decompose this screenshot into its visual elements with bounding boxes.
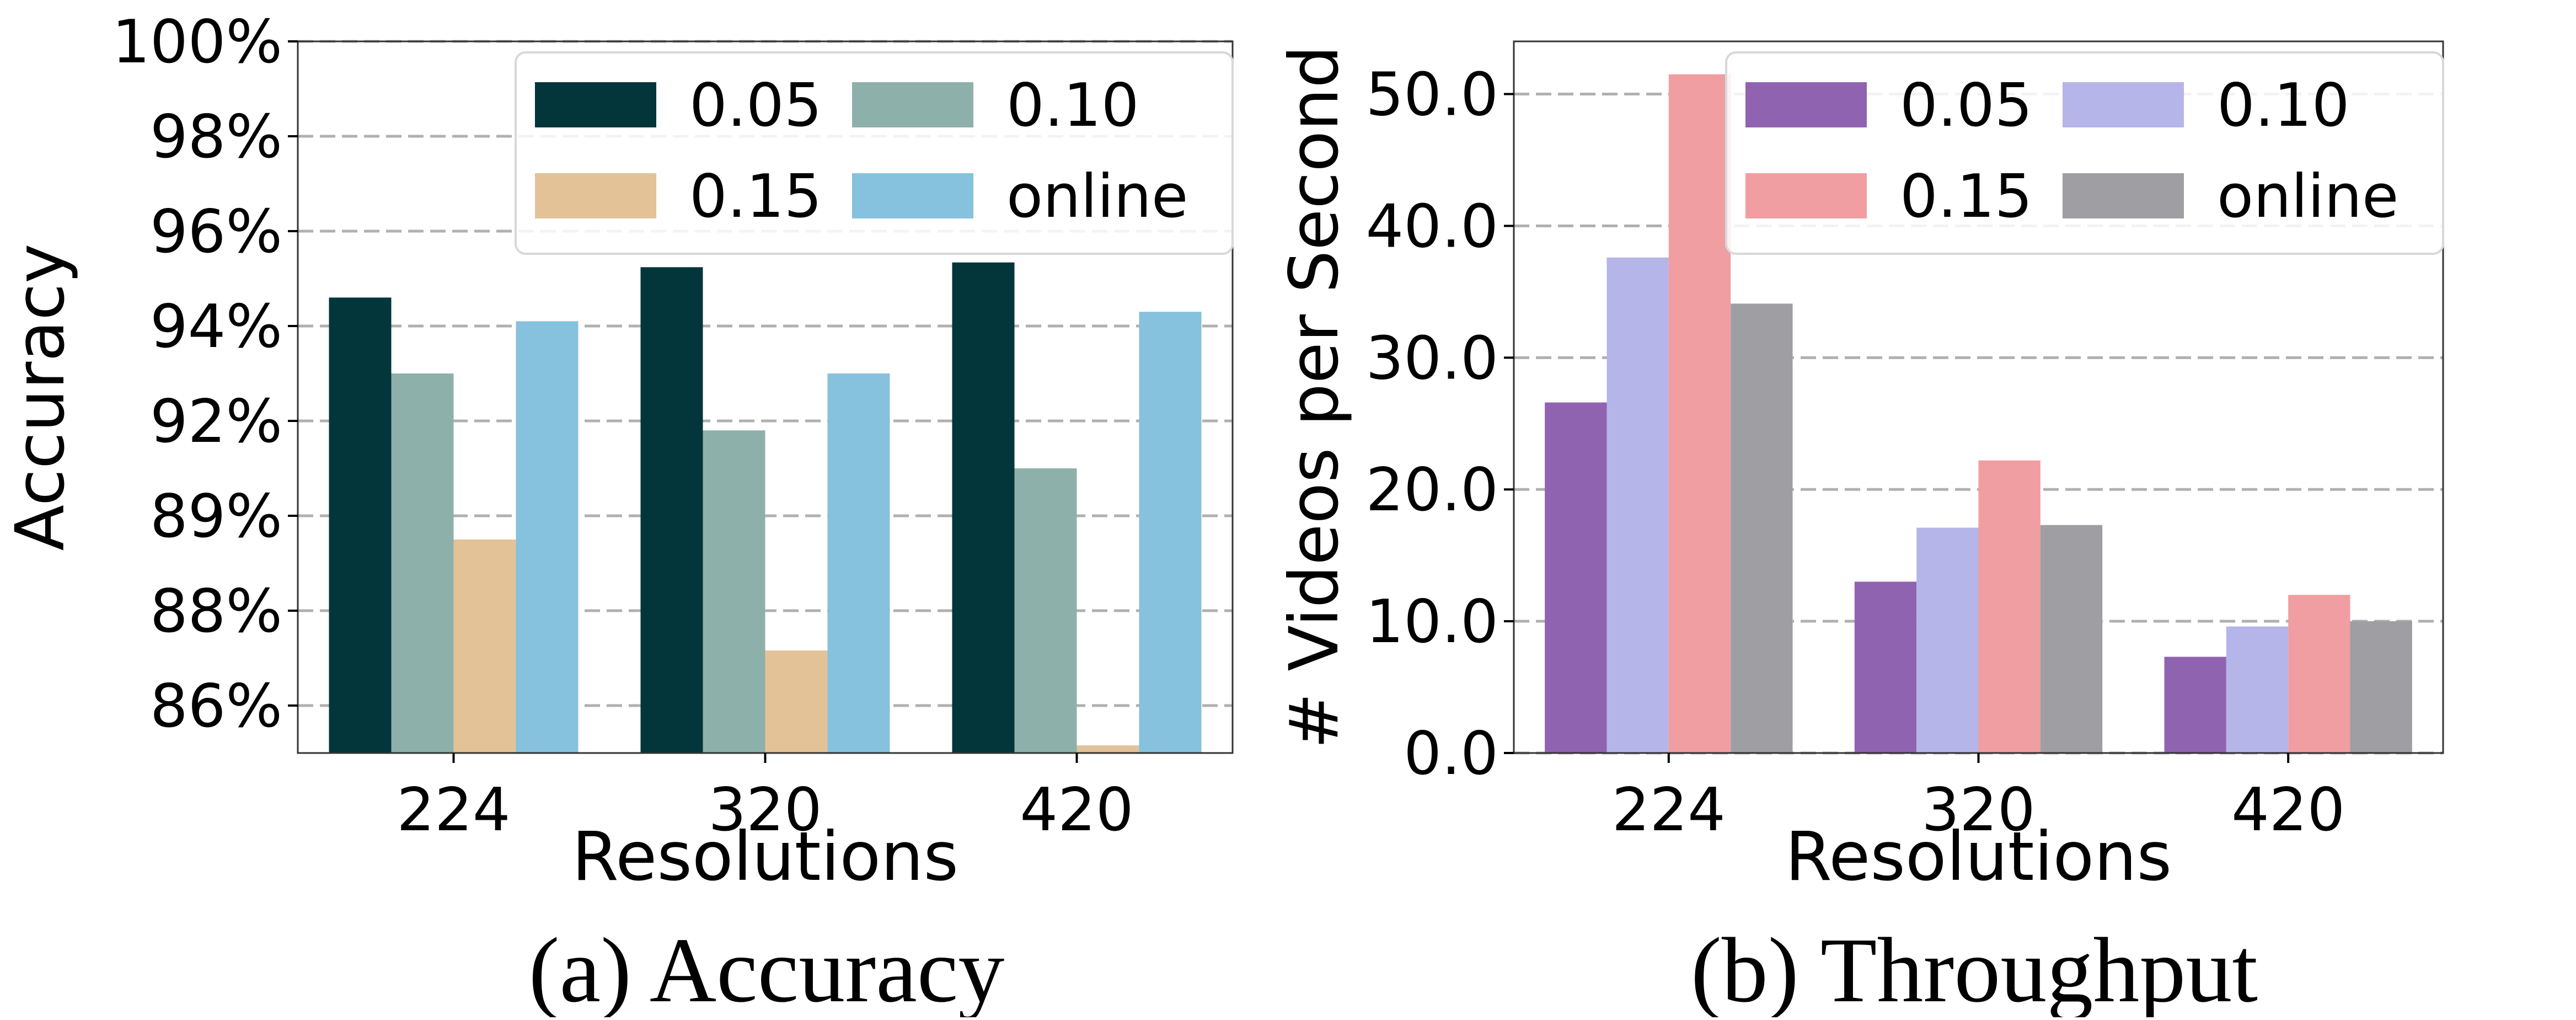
legend-swatch — [1745, 82, 1867, 127]
legend-label: 0.10 — [2217, 71, 2349, 140]
bar-005-320 — [640, 267, 703, 753]
bar-online-224 — [1731, 303, 1793, 753]
x-tick-label: 224 — [1612, 776, 1726, 845]
legend-swatch — [852, 82, 973, 127]
bar-015-420 — [2288, 595, 2350, 753]
bar-005-420 — [952, 262, 1015, 753]
legend-swatch — [852, 173, 973, 218]
x-tick-label: 224 — [397, 776, 510, 845]
y-tick-label: 40.0 — [1366, 192, 1498, 261]
bar-010-224 — [391, 373, 454, 753]
bar-010-420 — [1014, 468, 1077, 753]
y-axis-label: # Videos per Second — [1275, 45, 1353, 749]
bar-015-320 — [1978, 460, 2041, 753]
legend-label: 0.15 — [689, 162, 822, 231]
bar-online-320 — [2040, 525, 2103, 753]
bar-015-224 — [453, 540, 516, 753]
legend-box — [1725, 51, 2444, 255]
y-tick-label: 100% — [112, 8, 282, 77]
x-axis-label: Resolutions — [1785, 818, 2172, 896]
y-tick-label: 89% — [150, 482, 282, 551]
bar-015-224 — [1668, 74, 1731, 754]
bar-005-420 — [2164, 656, 2226, 753]
x-tick-label: 420 — [1020, 776, 1133, 845]
legend-swatch — [1745, 173, 1867, 218]
y-tick-label: 94% — [150, 292, 282, 361]
legend: 0.05 0.15 0.10 online — [1725, 51, 2444, 255]
x-tick-label: 320 — [1921, 776, 2035, 845]
y-tick-label: 98% — [150, 103, 282, 172]
bar-online-224 — [516, 321, 579, 753]
throughput-chart: 0.0 10.0 20.0 30.0 40.0 50.0 224 320 420 Resoluti… — [1275, 40, 2444, 1020]
bar-015-320 — [765, 650, 828, 753]
chart-caption: (a) Accuracy — [529, 919, 1005, 1017]
legend-swatch — [2063, 82, 2184, 127]
x-tick-label: 320 — [708, 776, 822, 845]
legend: 0.05 0.15 0.10 online — [515, 51, 1234, 255]
legend-swatch — [2063, 173, 2184, 218]
legend-swatch — [535, 173, 656, 218]
bar-010-420 — [2226, 626, 2289, 753]
y-tick-label: 10.0 — [1366, 588, 1498, 656]
bar-005-224 — [329, 297, 392, 753]
bar-010-224 — [1606, 257, 1669, 753]
y-tick-label: 88% — [150, 577, 282, 646]
legend-label: online — [1006, 162, 1188, 231]
y-tick-label: 0.0 — [1404, 719, 1498, 788]
y-tick-label: 86% — [150, 672, 282, 741]
legend-label: online — [2217, 162, 2398, 231]
y-axis-label: Accuracy — [1, 244, 79, 551]
y-tick-label: 50.0 — [1366, 61, 1498, 130]
legend-label: 0.05 — [689, 71, 822, 140]
bar-010-320 — [703, 430, 765, 753]
x-tick-label: 420 — [2231, 776, 2345, 845]
bar-online-420 — [2350, 621, 2412, 753]
bar-online-320 — [827, 373, 890, 753]
y-tick-label: 20.0 — [1366, 456, 1498, 525]
legend-swatch — [535, 82, 656, 127]
y-tick-label: 30.0 — [1366, 324, 1498, 393]
bar-010-320 — [1916, 527, 1979, 753]
legend-label: 0.15 — [1900, 162, 2032, 231]
bar-005-320 — [1854, 581, 1917, 753]
legend-label: 0.10 — [1006, 71, 1139, 140]
legend-label: 0.05 — [1900, 71, 2032, 140]
legend-box — [515, 51, 1234, 255]
y-tick-label: 92% — [150, 387, 282, 456]
chart-caption: (b) Throughput — [1691, 919, 2258, 1017]
accuracy-chart: 86% 88% 89% 92% 94% 96% 98% 100% 224 320 420 Resolu… — [1, 8, 1234, 1020]
y-tick-label: 96% — [150, 197, 282, 266]
x-axis-label: Resolutions — [572, 818, 958, 896]
bar-online-420 — [1139, 312, 1202, 753]
bar-015-420 — [1077, 745, 1139, 753]
bar-005-224 — [1545, 402, 1607, 753]
